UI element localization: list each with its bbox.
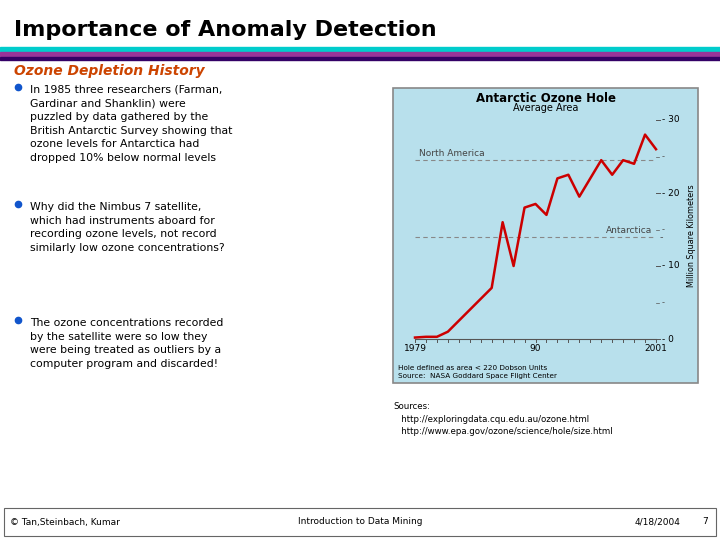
- Bar: [393, 88, 698, 383]
- Text: -: -: [662, 225, 665, 234]
- Bar: [0, 47, 720, 51]
- Text: Introduction to Data Mining: Introduction to Data Mining: [298, 517, 422, 526]
- Text: Hole defined as area < 220 Dobson Units
Source:  NASA Goddard Space Flight Cente: Hole defined as area < 220 Dobson Units …: [398, 365, 557, 379]
- Bar: [4, 508, 716, 536]
- Text: 4/18/2004: 4/18/2004: [635, 517, 681, 526]
- Text: The ozone concentrations recorded
by the satellite were so low they
were being t: The ozone concentrations recorded by the…: [30, 318, 223, 369]
- Text: Antarctic Ozone Hole: Antarctic Ozone Hole: [475, 91, 616, 105]
- Text: Ozone Depletion History: Ozone Depletion History: [14, 64, 204, 78]
- Text: 7: 7: [702, 517, 708, 526]
- Text: © Tan,Steinbach, Kumar: © Tan,Steinbach, Kumar: [10, 517, 120, 526]
- Text: -: -: [662, 298, 665, 307]
- Text: - 10: - 10: [662, 261, 680, 271]
- Text: - 0: - 0: [662, 334, 674, 343]
- Text: 1979: 1979: [403, 344, 426, 353]
- Text: - 20: - 20: [662, 188, 680, 198]
- Text: Antarctica: Antarctica: [606, 226, 652, 235]
- Bar: [0, 57, 720, 60]
- Text: -: -: [662, 152, 665, 161]
- Text: Sources:
   http://exploringdata.cqu.edu.au/ozone.html
   http://www.epa.gov/ozo: Sources: http://exploringdata.cqu.edu.au…: [393, 402, 613, 436]
- Text: North America: North America: [419, 149, 485, 158]
- Text: - 30: - 30: [662, 116, 680, 125]
- Bar: [0, 52, 720, 56]
- Text: Importance of Anomaly Detection: Importance of Anomaly Detection: [14, 20, 436, 40]
- Text: -: -: [660, 232, 664, 242]
- Text: Why did the Nimbus 7 satellite,
which had instruments aboard for
recording ozone: Why did the Nimbus 7 satellite, which ha…: [30, 202, 225, 253]
- Text: 90: 90: [530, 344, 541, 353]
- Text: In 1985 three researchers (Farman,
Gardinar and Shanklin) were
puzzled by data g: In 1985 three researchers (Farman, Gardi…: [30, 85, 233, 163]
- Text: Million Square Kilometers: Million Square Kilometers: [686, 184, 696, 287]
- Text: 2001: 2001: [644, 344, 667, 353]
- Bar: [393, 88, 698, 383]
- Text: Average Area: Average Area: [513, 103, 578, 113]
